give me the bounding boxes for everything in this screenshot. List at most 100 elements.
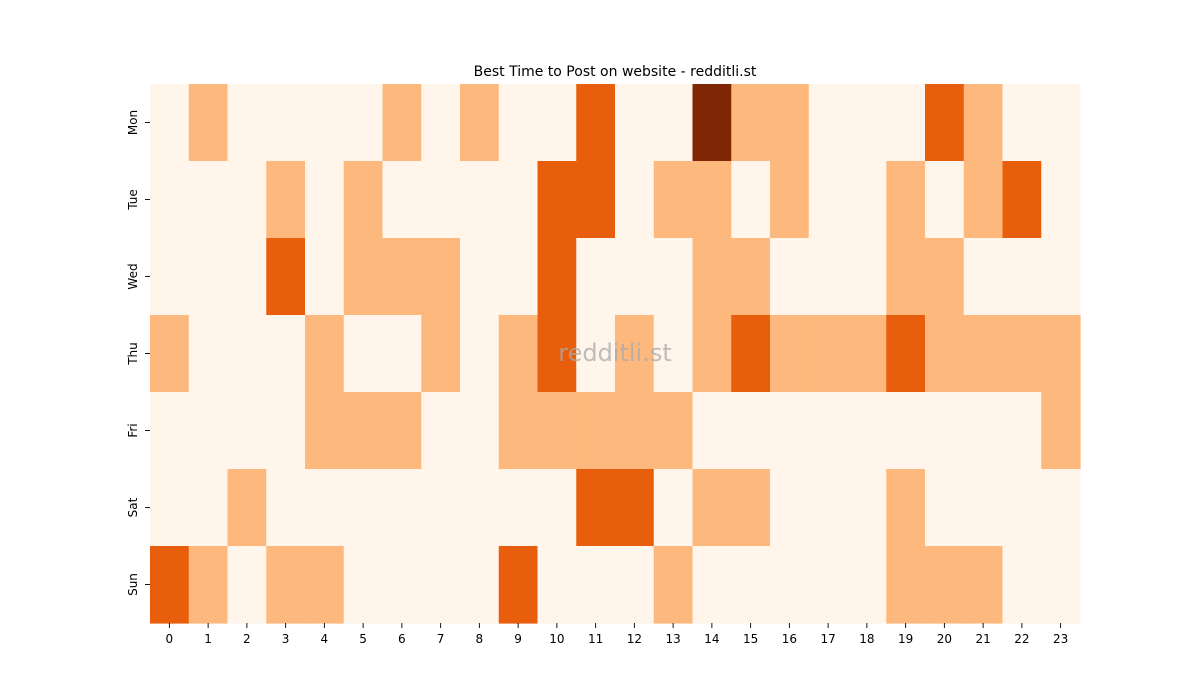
x-tick-label: 18 bbox=[859, 632, 874, 646]
heatmap-cell-sat-20 bbox=[925, 469, 965, 547]
x-tick-label: 20 bbox=[937, 632, 952, 646]
heatmap-cell-mon-21 bbox=[963, 84, 1004, 162]
heatmap-cell-tue-8 bbox=[460, 161, 500, 239]
heatmap-cell-wed-15 bbox=[731, 238, 771, 316]
heatmap-cell-tue-19 bbox=[886, 161, 926, 239]
heatmap-cell-fri-0 bbox=[150, 392, 190, 470]
heatmap-cell-thu-23 bbox=[1041, 315, 1081, 393]
heatmap-cell-sun-12 bbox=[615, 546, 655, 624]
heatmap-cell-fri-14 bbox=[692, 392, 732, 470]
heatmap-cell-fri-5 bbox=[343, 392, 384, 470]
x-tick-label: 3 bbox=[282, 632, 290, 646]
heatmap-cell-wed-17 bbox=[808, 238, 849, 316]
x-tick-label: 19 bbox=[898, 632, 913, 646]
heatmap-cell-mon-2 bbox=[227, 84, 267, 162]
heatmap-cell-thu-9 bbox=[498, 315, 539, 393]
y-tick-label: Wed bbox=[126, 263, 140, 289]
heatmap-cell-sun-7 bbox=[421, 546, 461, 624]
heatmap-cell-mon-16 bbox=[770, 84, 810, 162]
heatmap-cell-tue-2 bbox=[227, 161, 267, 239]
x-tick-label: 1 bbox=[204, 632, 212, 646]
heatmap-cell-wed-6 bbox=[382, 238, 422, 316]
heatmap-cell-tue-21 bbox=[963, 161, 1004, 239]
heatmap-cell-fri-9 bbox=[498, 392, 539, 470]
x-tick-label: 2 bbox=[243, 632, 251, 646]
heatmap-cell-thu-10 bbox=[537, 315, 577, 393]
heatmap-cell-wed-18 bbox=[847, 238, 887, 316]
heatmap-cell-sun-2 bbox=[227, 546, 267, 624]
heatmap-cell-tue-12 bbox=[615, 161, 655, 239]
heatmap-cell-sun-22 bbox=[1002, 546, 1042, 624]
heatmap-cell-sat-4 bbox=[305, 469, 345, 547]
heatmap-cell-wed-14 bbox=[692, 238, 732, 316]
heatmap-cell-wed-7 bbox=[421, 238, 461, 316]
heatmap-cell-sat-23 bbox=[1041, 469, 1081, 547]
heatmap-cell-sun-21 bbox=[963, 546, 1004, 624]
heatmap-cell-mon-10 bbox=[537, 84, 577, 162]
heatmap-cell-wed-21 bbox=[963, 238, 1004, 316]
heatmap-cell-sat-15 bbox=[731, 469, 771, 547]
x-tick-label: 21 bbox=[975, 632, 990, 646]
heatmap-cell-mon-22 bbox=[1002, 84, 1042, 162]
heatmap-cell-fri-3 bbox=[266, 392, 306, 470]
heatmap-cell-tue-14 bbox=[692, 161, 732, 239]
heatmap-cell-fri-17 bbox=[808, 392, 849, 470]
heatmap-cell-fri-13 bbox=[653, 392, 694, 470]
heatmap-cell-wed-19 bbox=[886, 238, 926, 316]
heatmap-cell-mon-17 bbox=[808, 84, 849, 162]
heatmap-cell-thu-13 bbox=[653, 315, 694, 393]
heatmap-cell-thu-3 bbox=[266, 315, 306, 393]
heatmap-cell-tue-15 bbox=[731, 161, 771, 239]
heatmap-cell-tue-7 bbox=[421, 161, 461, 239]
heatmap-cell-fri-16 bbox=[770, 392, 810, 470]
heatmap-cell-tue-4 bbox=[305, 161, 345, 239]
heatmap-cell-thu-12 bbox=[615, 315, 655, 393]
heatmap-cell-sun-16 bbox=[770, 546, 810, 624]
heatmap-cell-sat-12 bbox=[615, 469, 655, 547]
heatmap-cell-thu-6 bbox=[382, 315, 422, 393]
heatmap-cell-fri-20 bbox=[925, 392, 965, 470]
heatmap-cell-wed-13 bbox=[653, 238, 694, 316]
heatmap-cell-mon-1 bbox=[188, 84, 229, 162]
heatmap-cell-tue-10 bbox=[537, 161, 577, 239]
heatmap-cell-fri-23 bbox=[1041, 392, 1081, 470]
heatmap-cell-thu-16 bbox=[770, 315, 810, 393]
x-tick-label: 10 bbox=[549, 632, 564, 646]
heatmap-cell-sat-8 bbox=[460, 469, 500, 547]
x-tick-label: 13 bbox=[665, 632, 680, 646]
heatmap-cell-mon-19 bbox=[886, 84, 926, 162]
x-tick-label: 14 bbox=[704, 632, 719, 646]
heatmap-cell-thu-14 bbox=[692, 315, 732, 393]
y-tick-label: Fri bbox=[126, 423, 140, 437]
heatmap-cell-sun-20 bbox=[925, 546, 965, 624]
heatmap-cell-sun-9 bbox=[498, 546, 539, 624]
watermark: redditli.st bbox=[558, 339, 672, 367]
heatmap-cell-sat-19 bbox=[886, 469, 926, 547]
heatmap-cell-fri-2 bbox=[227, 392, 267, 470]
heatmap-cell-sat-13 bbox=[653, 469, 694, 547]
heatmap-cell-wed-16 bbox=[770, 238, 810, 316]
heatmap-cell-wed-2 bbox=[227, 238, 267, 316]
x-tick-label: 4 bbox=[321, 632, 329, 646]
heatmap-cell-sat-22 bbox=[1002, 469, 1042, 547]
heatmap-cell-sat-0 bbox=[150, 469, 190, 547]
heatmap-cell-wed-4 bbox=[305, 238, 345, 316]
y-tick-label: Thu bbox=[126, 342, 140, 366]
heatmap-cell-sat-1 bbox=[188, 469, 229, 547]
x-tick-label: 9 bbox=[514, 632, 522, 646]
heatmap-cell-sun-17 bbox=[808, 546, 849, 624]
heatmap-cell-mon-12 bbox=[615, 84, 655, 162]
heatmap-cell-fri-12 bbox=[615, 392, 655, 470]
x-tick-label: 22 bbox=[1014, 632, 1029, 646]
heatmap-cell-mon-0 bbox=[150, 84, 190, 162]
heatmap-cell-sun-1 bbox=[188, 546, 229, 624]
heatmap-cell-fri-7 bbox=[421, 392, 461, 470]
heatmap-cell-sun-11 bbox=[576, 546, 616, 624]
x-tick-label: 15 bbox=[743, 632, 758, 646]
heatmap-cell-tue-16 bbox=[770, 161, 810, 239]
heatmap-cell-thu-21 bbox=[963, 315, 1004, 393]
y-axis: Mon Tue Wed Thu Fri Sat Sun bbox=[126, 110, 150, 596]
heatmap-cell-thu-5 bbox=[343, 315, 384, 393]
heatmap-cell-thu-18 bbox=[847, 315, 887, 393]
